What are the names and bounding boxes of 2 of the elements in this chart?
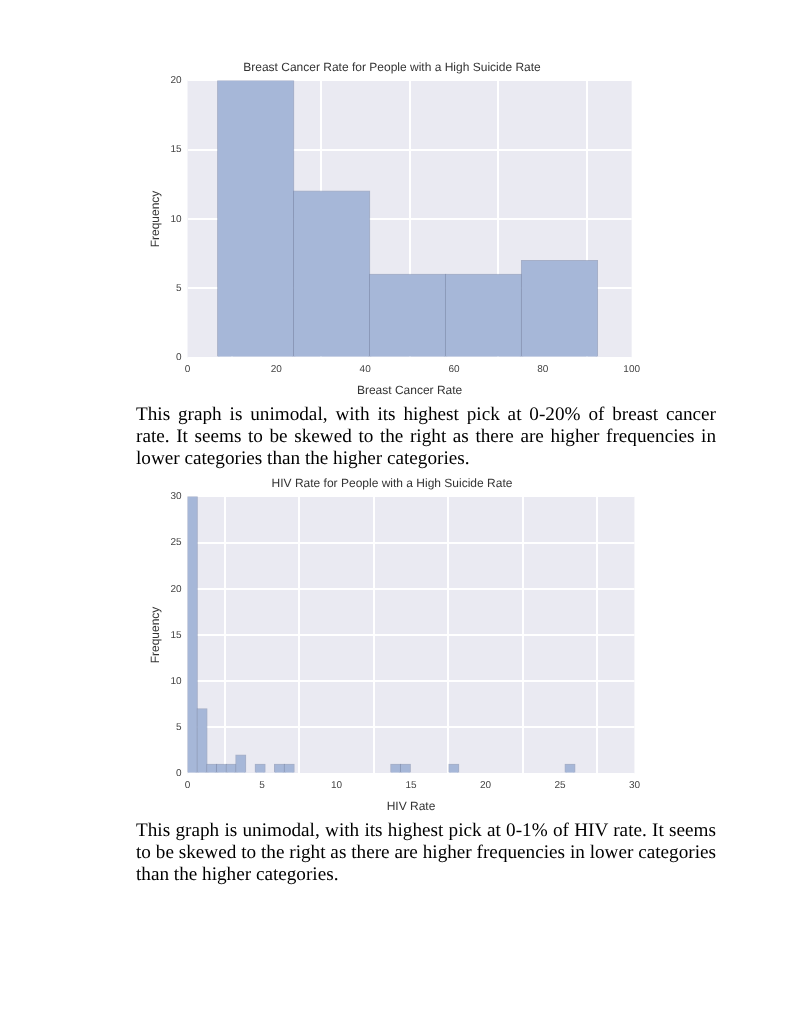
text: This graph is unimodal, with its highest pick at 0-20% of breast cancer rate. It seems to be skewed to the right as there are higher frequencies in lower categories than the higher categories. (136, 404, 716, 470)
text: This graph is unimodal, with its highest pick at 0-1% of HIV rate. It seems to be skewed to the right as there are higher frequencies in lower categories than the higher categories. (136, 820, 716, 886)
